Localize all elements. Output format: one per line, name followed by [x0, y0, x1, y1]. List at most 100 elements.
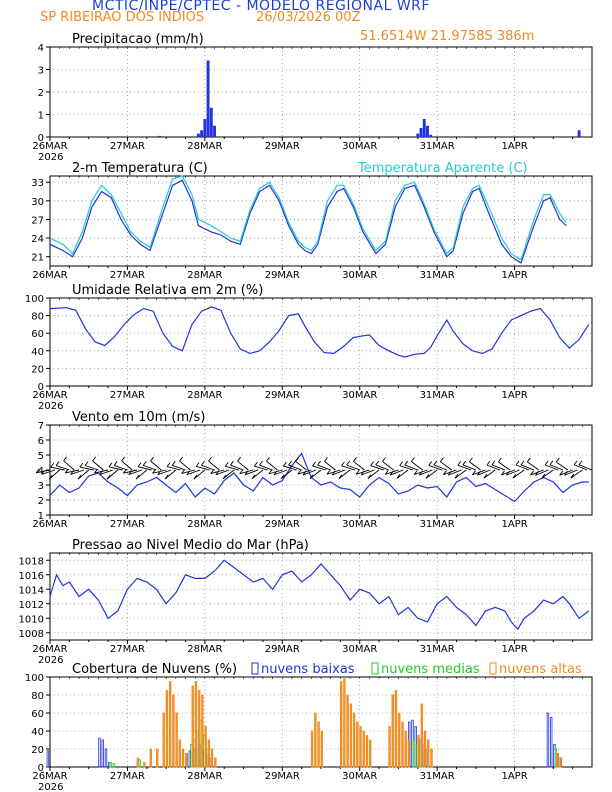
clouds-ylabel-60: 60	[31, 709, 44, 720]
wind-barb	[520, 464, 535, 471]
rh-ylabel-80: 80	[31, 312, 44, 323]
wind-barb-flag	[447, 470, 452, 476]
wind-barb-flag	[411, 457, 415, 462]
clouds-xlabel-28MAR: 28MAR	[187, 771, 222, 782]
wind-barb	[454, 469, 467, 479]
wind-barb-flag	[399, 461, 404, 466]
wind-barb-flag	[266, 456, 270, 462]
precip-ylabel-1: 1	[38, 111, 44, 122]
wind-barb-flag	[440, 457, 444, 462]
rh-xlabel-26MAR: 26MAR	[32, 390, 67, 401]
wind-barb-flag	[355, 470, 360, 475]
main-title: MCTIC/INPE/CPTEC - MODELO REGIONAL WRF	[92, 0, 430, 14]
clouds-xlabel-1APR: 1APR	[501, 771, 527, 782]
wind-barb-flag	[573, 460, 578, 466]
wind-barb	[448, 469, 462, 476]
wind-barb-flag	[370, 461, 374, 466]
wind-barb-flag	[491, 460, 496, 466]
wind-barb-flag	[457, 460, 462, 466]
precip-xlabel-1APR: 1APR	[501, 141, 527, 152]
wind-barb-flag	[338, 474, 343, 479]
wind-barb-flag	[92, 456, 96, 462]
wind-xlabel-27MAR: 27MAR	[110, 519, 145, 530]
wind-barb	[70, 469, 85, 475]
clouds-bar	[104, 748, 108, 768]
rh-title: Umidade Relativa em 2m (%)	[72, 283, 263, 298]
rh-xlabel-31MAR: 31MAR	[420, 390, 455, 401]
wind-barb	[515, 464, 530, 471]
wind-ylabel-6: 6	[38, 436, 44, 447]
wind-barb	[570, 469, 583, 479]
wind-barb-flag	[425, 474, 430, 479]
wind-barb-flag	[530, 470, 534, 476]
clouds-bar	[359, 726, 362, 768]
precip-bar	[196, 133, 200, 137]
wind-barb	[491, 464, 506, 471]
clouds-bar	[427, 739, 430, 768]
cloud-legend-label: nuvens medias	[381, 662, 480, 677]
wind-barb	[259, 464, 273, 471]
precip-xlabel-29MAR: 29MAR	[265, 141, 300, 152]
wind-barb	[128, 469, 143, 476]
wind-barb	[556, 461, 569, 471]
temp-xlabel-1APR: 1APR	[501, 270, 527, 281]
wind-barb	[266, 460, 278, 471]
wind-barb-flag	[108, 462, 113, 468]
clouds-title: Cobertura de Nuvens (%)	[72, 662, 237, 677]
clouds-bar	[46, 750, 50, 768]
wind-ylabel-5: 5	[38, 451, 44, 462]
clouds-bar	[207, 739, 211, 768]
wind-barb	[541, 469, 554, 479]
temp-xlabel-30MAR: 30MAR	[342, 270, 377, 281]
wind-barb-flag	[295, 457, 299, 462]
temp-ylabel-27: 27	[31, 215, 44, 226]
wind-barb-flag	[497, 457, 502, 463]
clouds-bar	[201, 694, 204, 768]
wind-barb-flag	[222, 474, 227, 480]
wind-barb	[288, 464, 302, 471]
wind-barb-flag	[106, 474, 111, 480]
wind-barb	[384, 469, 399, 475]
clouds-ylabel-40: 40	[31, 727, 44, 738]
wind-barb	[433, 464, 447, 471]
wind-barb-flag	[544, 460, 549, 466]
wind-barb-flag	[48, 474, 53, 480]
clouds-bar	[204, 726, 207, 768]
wind-barb-flag	[564, 470, 568, 476]
wind-barb-flag	[413, 470, 418, 475]
wind-barb-flag	[50, 462, 55, 468]
wind-barb-flag	[150, 456, 154, 462]
clouds-xlabel-27MAR: 27MAR	[110, 771, 145, 782]
wind-barb	[106, 469, 119, 480]
clouds-bar	[172, 694, 175, 768]
wind-barb	[309, 469, 322, 480]
wind-barb	[440, 461, 452, 471]
clouds-bar	[175, 712, 178, 768]
wind-barb	[94, 469, 109, 474]
clouds-bar	[394, 690, 398, 768]
rh-year-label: 2026	[38, 401, 63, 412]
clouds-bar	[178, 739, 182, 768]
forecast-date: 26/03/2026 00Z	[256, 10, 361, 25]
wind-barb-flag	[273, 470, 278, 476]
precip-bar	[203, 119, 207, 137]
wind-barb	[208, 460, 220, 471]
wind-barb-flag	[442, 470, 447, 475]
wind-barb	[382, 461, 394, 471]
temp-line-secondary	[49, 175, 567, 261]
precip-xlabel-26MAR: 26MAR	[32, 141, 67, 152]
precip-title: Precipitacao (mm/h)	[72, 32, 204, 47]
wind-barb	[108, 466, 123, 471]
wind-barb	[411, 461, 423, 471]
rh-xlabel-27MAR: 27MAR	[110, 390, 145, 401]
wind-title: Vento em 10m (m/s)	[72, 410, 205, 425]
wind-barb	[396, 469, 409, 479]
wind-xlabel-31MAR: 31MAR	[420, 519, 455, 530]
wind-barb	[346, 464, 360, 471]
wind-barb	[41, 469, 55, 475]
precip-bar	[577, 130, 581, 137]
pres-title: Pressao ao Nivel Medio do Mar (hPa)	[72, 538, 309, 553]
wind-barb-flag	[309, 474, 314, 479]
pres-xlabel-29MAR: 29MAR	[265, 644, 300, 655]
rh-ylabel-20: 20	[31, 364, 44, 375]
